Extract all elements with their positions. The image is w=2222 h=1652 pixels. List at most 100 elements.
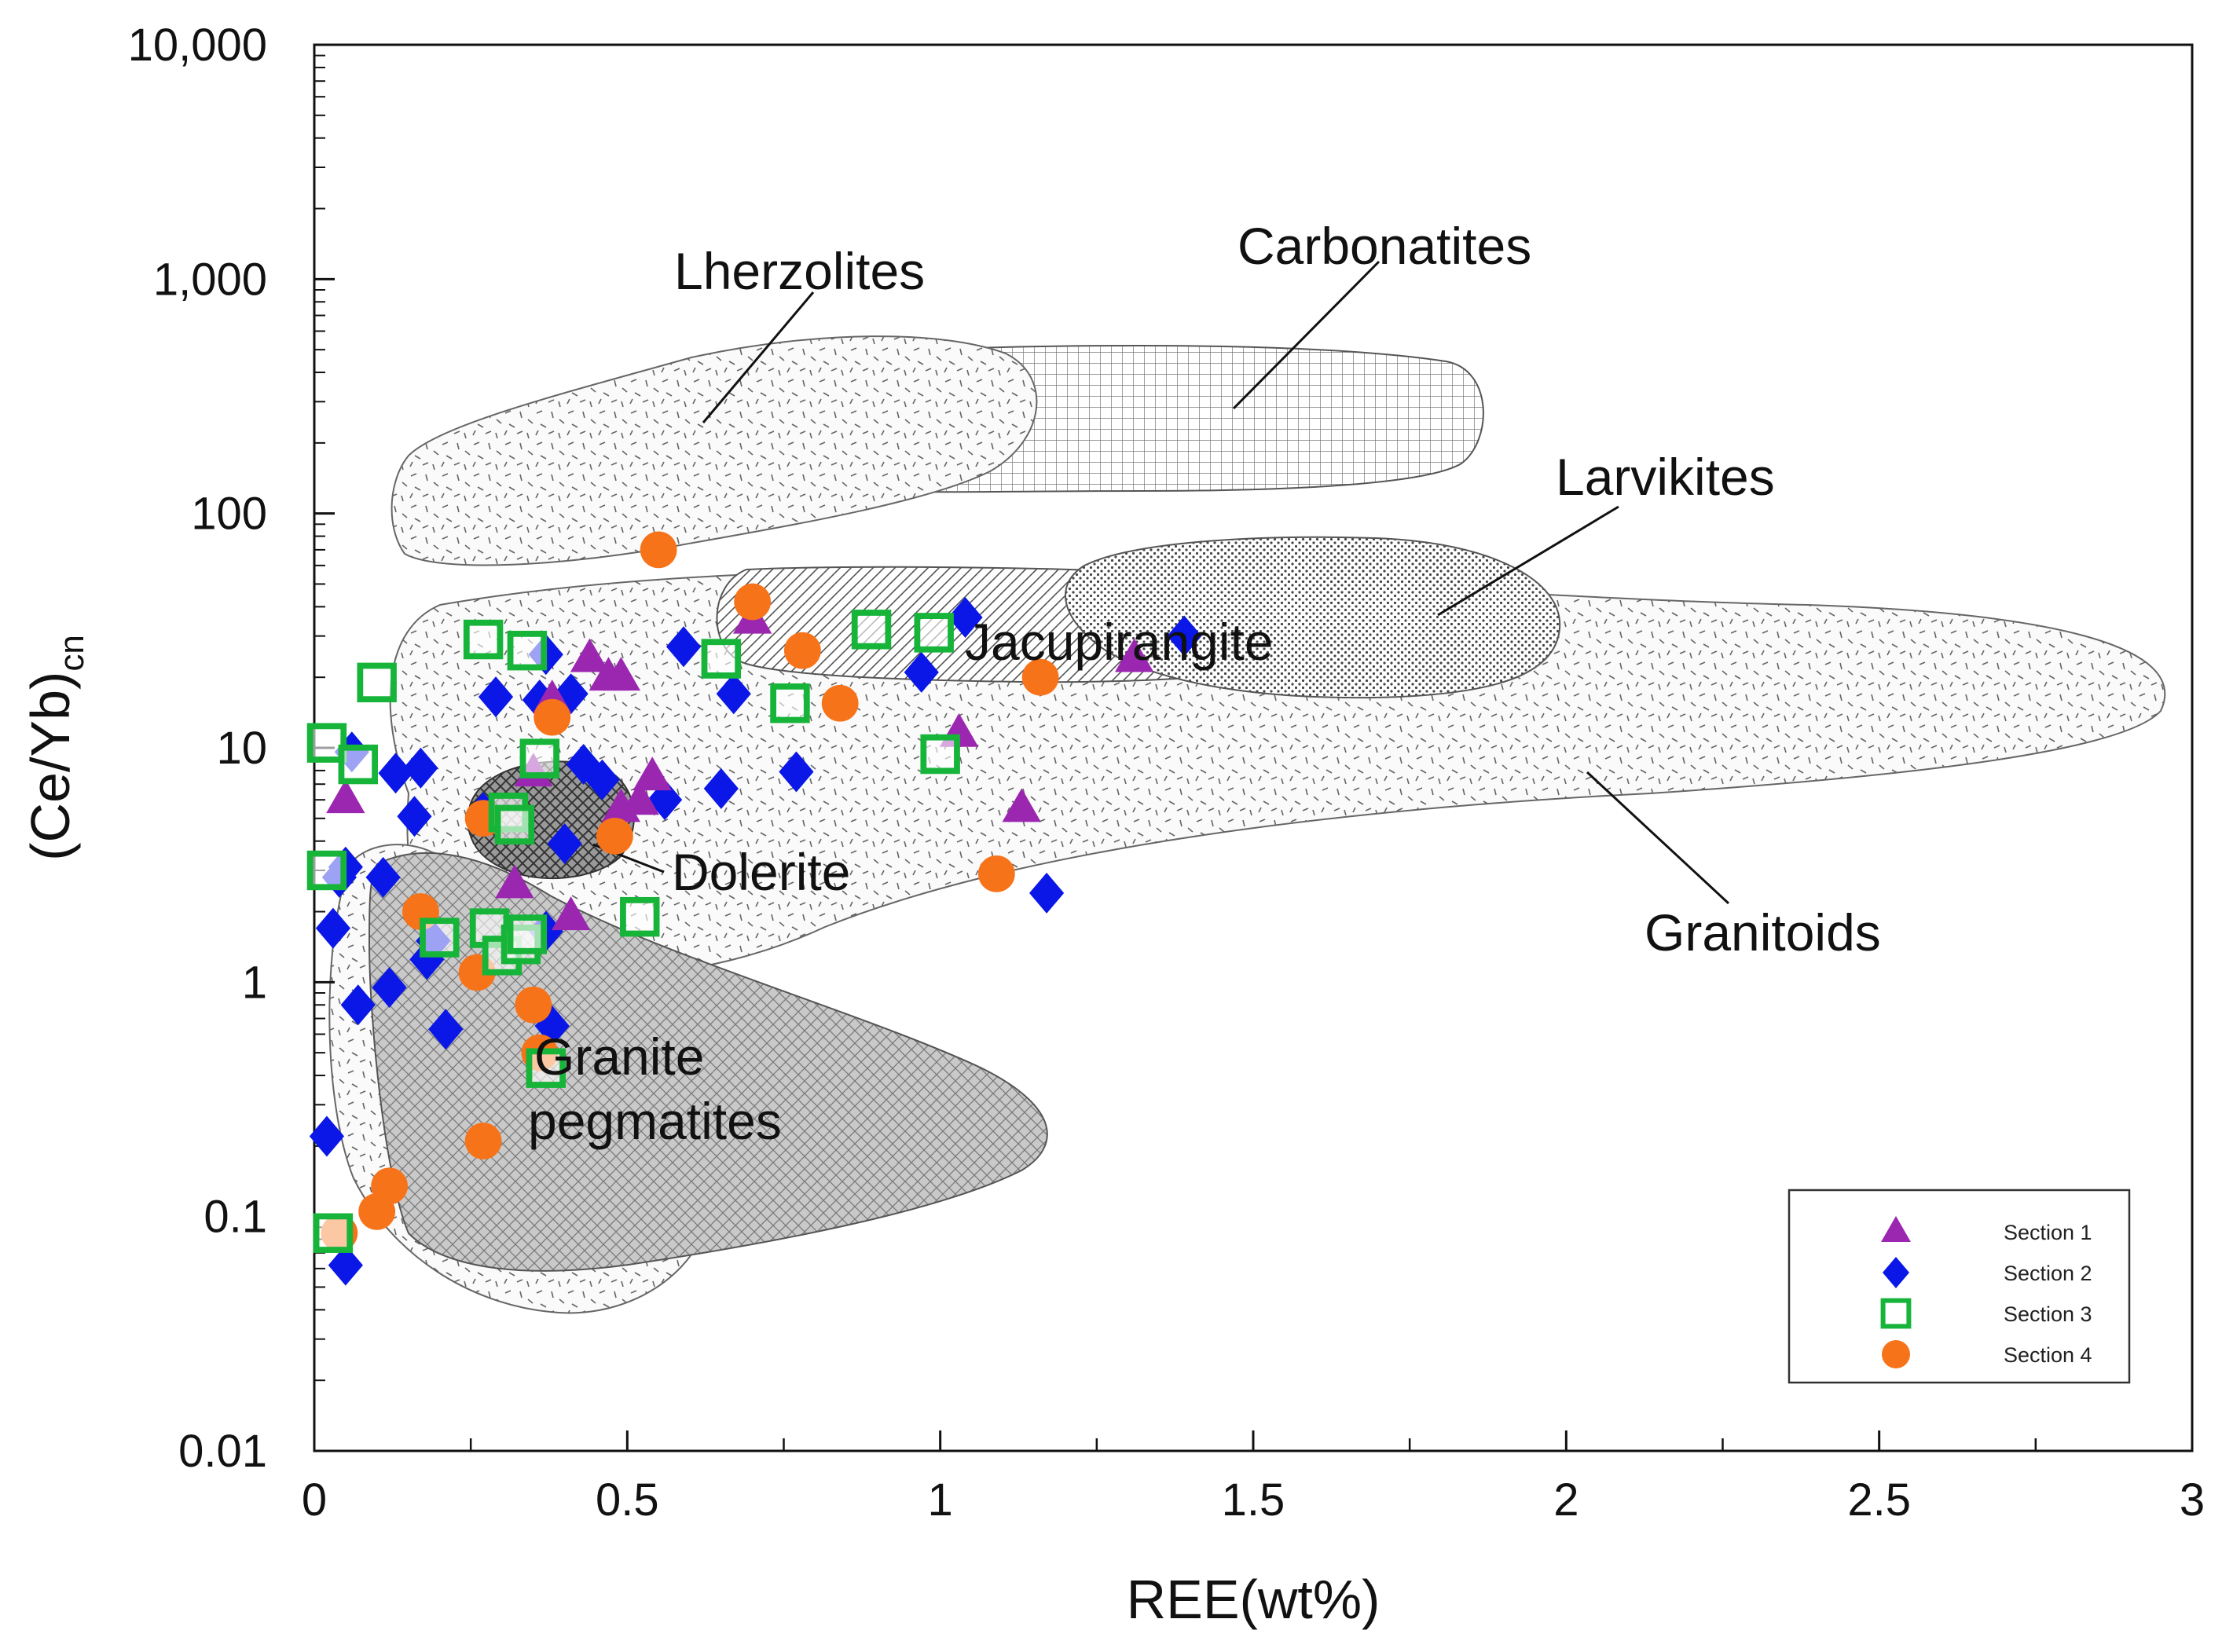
x-tick-label: 3: [2180, 1474, 2205, 1526]
legend-item-section-3: Section 3: [1880, 1298, 2092, 1329]
data-point-triangle: [1002, 788, 1041, 822]
data-point-diamond: [647, 779, 683, 821]
data-point-square: [851, 610, 892, 650]
data-point-diamond: [397, 796, 432, 837]
data-point-square: [357, 662, 397, 703]
annotation-jacupirangite: Jacupirangite: [965, 613, 1274, 671]
y-tick-label: 10,000: [128, 20, 267, 71]
data-point-circle: [977, 855, 1015, 892]
x-tick-label: 1.5: [1222, 1474, 1285, 1526]
annotation-dolerite: Dolerite: [672, 843, 850, 901]
leader-larvikites: [1437, 505, 1619, 617]
legend-label: Section 1: [2004, 1221, 2092, 1244]
legend: Section 1 Section 2 Section 3 Section 4: [1788, 1189, 2131, 1384]
annotation-pegmatites: pegmatites: [528, 1092, 782, 1150]
y-tick-label: 0.01: [178, 1426, 267, 1477]
data-point-triangle: [570, 638, 610, 672]
data-point-diamond: [547, 822, 582, 864]
data-point-triangle: [495, 864, 534, 899]
data-point-diamond: [478, 676, 514, 718]
data-point-square: [507, 630, 548, 671]
legend-marker-diamond: [1883, 1257, 1909, 1288]
data-point-circle: [640, 531, 677, 569]
leader-carbonatites: [1232, 260, 1380, 410]
data-point-square: [306, 723, 347, 763]
data-point-diamond: [309, 1115, 345, 1157]
legend-label: Section 3: [2004, 1302, 2092, 1326]
data-point-triangle: [601, 657, 641, 691]
data-point-circle: [821, 684, 859, 722]
data-point-triangle: [326, 779, 365, 814]
annotation-granitoids: Granitoids: [1644, 903, 1881, 962]
data-point-square: [914, 613, 954, 653]
y-axis-title-sub: cn: [53, 635, 91, 671]
data-points: [306, 531, 1202, 1286]
data-point-diamond: [666, 626, 702, 668]
data-point-diamond: [372, 966, 407, 1008]
data-point-circle: [371, 1167, 408, 1205]
annotation-granite: Granite: [534, 1027, 704, 1086]
data-point-circle: [1021, 658, 1059, 696]
data-point-square: [338, 744, 378, 785]
axes: 0 0.5 1 1.5 2 2.5 3 0.01 0.1 1 10 100 1,000 10,000: [128, 20, 2206, 1526]
annotation-lherzolites: Lherzolites: [674, 242, 925, 300]
legend-marker-circle: [1882, 1340, 1910, 1368]
annotation-larvikites: Larvikites: [1556, 448, 1775, 506]
data-point-diamond: [948, 597, 983, 639]
data-point-diamond: [428, 1009, 464, 1050]
data-point-square: [507, 914, 548, 954]
y-tick-label: 1,000: [153, 254, 267, 305]
y-axis-title: (Ce/Yb)cn: [20, 635, 91, 861]
data-point-square: [463, 619, 504, 660]
region-lherzolites: [390, 335, 1038, 566]
data-point-diamond: [378, 753, 413, 794]
legend-item-section-2: Section 2: [1883, 1257, 2092, 1288]
annotations: Lherzolites Carbonatites Larvikites Jacu…: [528, 217, 1881, 1150]
y-tick-label: 0.1: [204, 1192, 267, 1243]
data-point-triangle: [551, 896, 591, 931]
data-point-diamond: [904, 651, 939, 693]
y-axis-title-main: (Ce/Yb): [20, 672, 81, 861]
x-tick-label: 2.5: [1847, 1474, 1911, 1526]
data-point-diamond: [585, 759, 620, 800]
y-tick-label: 10: [216, 723, 267, 774]
x-tick-label: 0: [302, 1474, 327, 1526]
svg-text:(Ce/Yb)cn: (Ce/Yb)cn: [20, 635, 91, 861]
data-point-diamond: [522, 679, 557, 721]
data-point-circle: [734, 583, 772, 621]
region-larvikites: [1065, 536, 1561, 699]
legend-label: Section 4: [2004, 1343, 2092, 1367]
data-point-circle: [464, 1123, 502, 1159]
data-point-square: [920, 734, 960, 775]
leader-granitoids: [1586, 771, 1730, 905]
data-point-circle: [596, 817, 633, 855]
annotation-leaders: [592, 260, 1730, 905]
data-point-diamond: [1167, 615, 1202, 657]
x-axis-title: REE(wt%): [1127, 1569, 1380, 1630]
data-point-circle: [534, 698, 571, 736]
legend-item-section-4: Section 4: [1882, 1340, 2092, 1368]
legend-box: [1788, 1189, 2131, 1384]
data-point-diamond: [365, 856, 401, 898]
data-point-diamond: [553, 673, 588, 715]
data-point-square: [420, 918, 460, 958]
x-tick-label: 1: [928, 1474, 953, 1526]
data-point-square: [770, 683, 810, 723]
x-tick-label: 2: [1553, 1474, 1578, 1526]
data-point-triangle: [1114, 638, 1154, 672]
data-point-triangle: [620, 781, 659, 815]
data-point-square: [701, 639, 742, 679]
data-point-diamond: [1029, 872, 1065, 914]
data-point-diamond: [403, 747, 438, 789]
data-point-circle: [515, 986, 552, 1024]
leader-lherzolites: [702, 291, 815, 423]
data-point-square: [313, 1213, 354, 1253]
data-point-square: [494, 804, 535, 845]
data-point-diamond: [779, 751, 814, 793]
legend-label: Section 2: [2004, 1262, 2092, 1285]
data-point-diamond: [328, 1244, 363, 1286]
data-point-square: [519, 738, 560, 778]
y-tick-label: 100: [191, 489, 267, 540]
y-tick-label: 1: [242, 957, 267, 1008]
